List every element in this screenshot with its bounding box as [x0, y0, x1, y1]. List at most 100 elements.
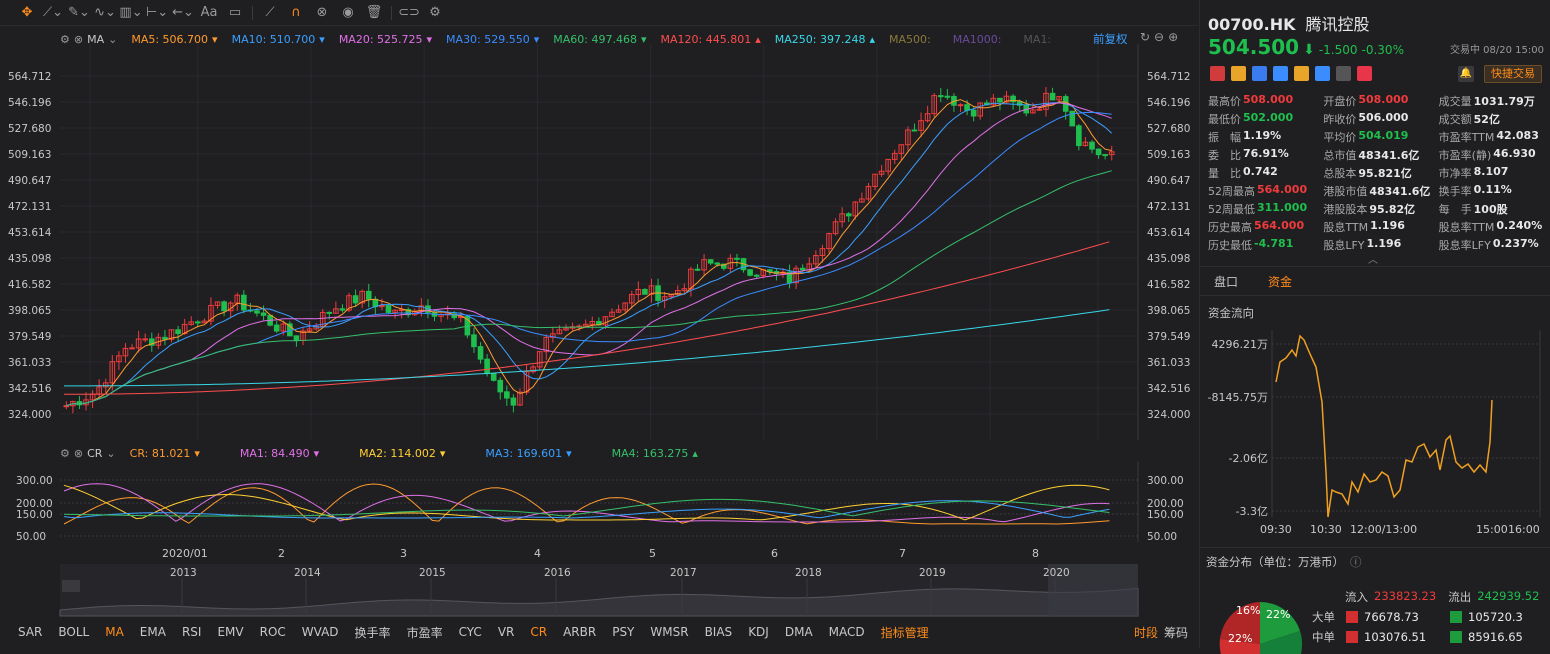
price-chart[interactable]: 564.712 564.712 546.196 546.196 527.680 527.6… [0, 44, 1198, 444]
shuffle-icon[interactable] [1252, 66, 1267, 81]
pen-icon[interactable]: ✎⌄ [68, 5, 90, 20]
tab-chips[interactable]: 筹码 [1164, 626, 1189, 640]
indicator-tab[interactable]: KDJ [748, 625, 769, 639]
cr-legend-item[interactable]: MA2: 114.002 [359, 446, 436, 460]
ma-legend-item[interactable]: MA1: [1023, 32, 1052, 46]
help-icon[interactable]: ⓘ [1350, 555, 1362, 569]
cr-legend-item[interactable]: MA3: 169.601 [485, 446, 563, 460]
heart-icon[interactable] [1357, 66, 1372, 81]
indicator-tab[interactable]: CR [530, 625, 548, 639]
ma-legend-item[interactable]: MA60: 497.468 [553, 32, 637, 46]
eye-icon[interactable]: ◉ [342, 5, 354, 20]
quick-trade-button[interactable]: 快捷交易 [1484, 65, 1542, 83]
fund-flow-line [1275, 334, 1493, 518]
distribution-row: 中单 103076.51 85916.65 [1312, 627, 1547, 647]
indicator-tab[interactable]: WVAD [301, 625, 339, 639]
settings-icon[interactable]: ⚙ [60, 446, 70, 460]
quote-label: 股息率TTM [1438, 221, 1495, 234]
chevron-down-icon[interactable]: ⌄ [106, 446, 116, 460]
candle-body [885, 158, 891, 172]
lightning-icon[interactable] [1231, 66, 1246, 81]
indicator-tab[interactable]: 市盈率 [406, 625, 443, 640]
close-icon[interactable]: ⊗ [73, 32, 84, 46]
chart-controls[interactable]: ↻⊖⊕ [1140, 30, 1183, 44]
pie-label: 22% [1228, 632, 1252, 645]
adjust-mode-button[interactable]: 前复权 [1093, 32, 1128, 46]
indicator-tab[interactable]: MACD [828, 625, 865, 639]
overview-year-label: 2016 [544, 567, 571, 579]
ma-legend-item[interactable]: MA20: 525.725 [338, 32, 423, 46]
comment-icon[interactable]: ▭ [228, 5, 242, 20]
indicator-tab[interactable]: RSI [181, 625, 202, 639]
ma-legend-item[interactable]: MA500: [888, 32, 931, 46]
indicator-tab[interactable]: CYC [458, 625, 482, 639]
tab-capital[interactable]: 资金 [1268, 274, 1293, 289]
trash-icon[interactable]: 🗑 [365, 5, 383, 20]
indicator-tab[interactable]: MA [105, 625, 124, 639]
settings-icon[interactable]: ⚙ [429, 5, 441, 20]
lock-icon[interactable]: ⊗ [316, 5, 328, 20]
line-draw-icon[interactable]: ⟋⌄ [43, 5, 63, 20]
doc-icon[interactable] [1336, 66, 1351, 81]
overview-navigator[interactable]: 2013 2014 2015 2016 2017 2018 2019 2020 [0, 562, 1198, 618]
cr-legend-item[interactable]: MA1: 84.490 [239, 446, 310, 460]
ma-legend-item[interactable]: MA120: 445.801 [660, 32, 752, 46]
candle-body [135, 338, 142, 349]
cr-legend-item[interactable]: MA4: 163.275 [611, 446, 689, 460]
quote-row: 52周最低 311.000 港股股本 95.82亿 每 手 100股 [1208, 200, 1548, 218]
indicator-tab[interactable]: WMSR [650, 625, 689, 639]
magnet-icon[interactable]: ∩ [291, 5, 301, 20]
candle-body [872, 173, 878, 187]
quote-value: 564.000 [1254, 219, 1305, 232]
indicator-tab[interactable]: ARBR [563, 625, 597, 639]
range-icon[interactable]: ⊢⌄ [145, 5, 169, 20]
tab-time-period[interactable]: 时段 [1134, 626, 1159, 640]
candle-body [168, 329, 175, 340]
dollar-icon[interactable] [1273, 66, 1288, 81]
indicator-tab[interactable]: VR [497, 625, 515, 639]
back-icon[interactable]: ←⌄ [172, 5, 194, 20]
quote-value: -4.781 [1254, 237, 1294, 250]
ma-legend-item[interactable]: MA5: 506.700 [131, 32, 209, 46]
settings-icon[interactable]: ⚙ [60, 32, 70, 46]
indicator-tab[interactable]: EMA [139, 625, 166, 639]
indicator-tab[interactable]: 指标管理 [880, 625, 929, 640]
wave-icon[interactable]: ∿⌄ [94, 5, 116, 20]
indicator-tab[interactable]: BIAS [704, 625, 733, 639]
close-icon[interactable]: ⊗ [73, 446, 84, 460]
crosshair-icon[interactable]: ✥ [21, 5, 33, 20]
link-icon[interactable]: ⊂⊃ [398, 5, 420, 20]
indicator-tab[interactable]: BOLL [58, 625, 90, 639]
ma-line [66, 102, 1112, 407]
ma-legend-item[interactable]: MA250: 397.248 [774, 32, 866, 46]
indicator-tab[interactable]: EMV [217, 625, 244, 639]
indicator-name[interactable]: MA [87, 32, 105, 46]
text-icon[interactable]: Aa [200, 5, 218, 20]
trend-icon[interactable] [1294, 66, 1309, 81]
ma-legend-item[interactable]: MA10: 510.700 [231, 32, 316, 46]
cr-indicator-name[interactable]: CR [87, 446, 103, 460]
candle-body [721, 263, 727, 269]
indicator-tab[interactable]: 换手率 [354, 625, 391, 640]
trend-arrow-icon: ▴ [869, 32, 875, 46]
indicator-tab[interactable]: SAR [18, 625, 43, 639]
ma-legend-item[interactable]: MA1000: [952, 32, 1002, 46]
tag-icon[interactable] [1315, 66, 1330, 81]
bell-icon[interactable]: 🔔 [1458, 66, 1474, 82]
quote-panel: 00700.HK 腾讯控股 504.500 ⬇ -1.500 -0.30% 交易… [1199, 0, 1550, 654]
chevron-down-icon[interactable]: ⌄ [108, 32, 118, 46]
hk-flag-icon[interactable] [1210, 66, 1225, 81]
collapse-icon[interactable]: ︿ [1368, 255, 1378, 266]
fund-flow-chart[interactable]: 4296.21万 -8145.75万 -2.06亿 -3.3亿 09:30 10:30 12… [1200, 322, 1550, 547]
indicator-tab[interactable]: DMA [784, 625, 813, 639]
indicator-tab[interactable]: PSY [612, 625, 635, 639]
quote-value: 506.000 [1358, 111, 1409, 124]
cr-legend-item[interactable]: CR: 81.021 [129, 446, 191, 460]
ma-legend-item[interactable]: MA30: 529.550 [446, 32, 530, 46]
quote-value: 48341.6亿 [1358, 149, 1420, 162]
measure-icon[interactable]: ▥⌄ [119, 5, 143, 20]
ruler-icon[interactable]: ⟋ [265, 5, 275, 20]
tab-order-book[interactable]: 盘口 [1214, 274, 1239, 289]
indicator-tab[interactable]: ROC [259, 625, 286, 639]
